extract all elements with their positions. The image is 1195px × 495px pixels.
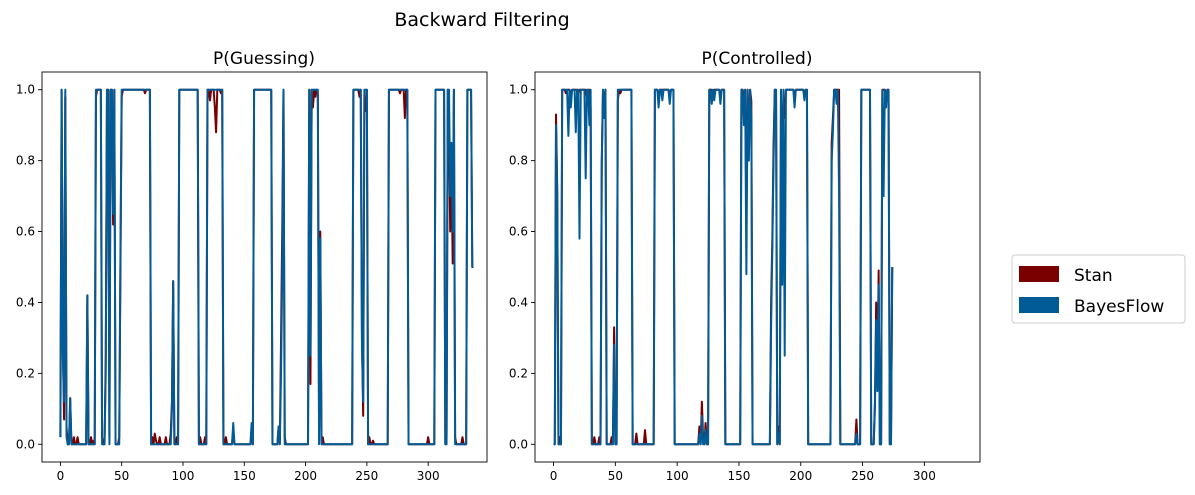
figure-title: Backward Filtering xyxy=(394,9,569,31)
legend: Stan BayesFlow xyxy=(1011,254,1186,324)
y-tick-label: 0.4 xyxy=(509,295,528,309)
series-lines xyxy=(59,88,474,446)
y-tick-label: 0.6 xyxy=(509,225,528,239)
y-tick-label: 1.0 xyxy=(509,83,528,97)
series-line-bayesflow xyxy=(59,88,474,446)
series-line-stan xyxy=(553,88,894,446)
x-tick-label: 150 xyxy=(233,469,256,483)
y-tick-label: 0.8 xyxy=(16,154,35,168)
y-tick-label: 0.2 xyxy=(16,366,35,380)
x-tick-label: 300 xyxy=(913,469,936,483)
x-tick-label: 300 xyxy=(417,469,440,483)
panel-title: P(Guessing) xyxy=(213,49,315,69)
x-tick-label: 100 xyxy=(172,469,195,483)
series-line-stan xyxy=(59,88,474,446)
panel-title: P(Controlled) xyxy=(702,49,813,69)
y-tick-label: 0.0 xyxy=(16,437,35,451)
x-tick-label: 50 xyxy=(608,469,623,483)
axes-frame xyxy=(41,71,488,463)
x-tick-label: 50 xyxy=(114,469,129,483)
legend-swatch-bayesflow xyxy=(1019,297,1059,313)
series-lines xyxy=(553,88,894,446)
y-tick-label: 0.6 xyxy=(16,225,35,239)
y-tick-label: 0.8 xyxy=(509,154,528,168)
plot-area: 0 50 100 150 200 250 300 0.0 0.2 0.4 0.6 0.8 1.0 xyxy=(16,71,488,483)
y-tick-label: 0.2 xyxy=(509,366,528,380)
legend-label-bayesflow: BayesFlow xyxy=(1074,297,1164,317)
x-tick-label: 200 xyxy=(789,469,812,483)
legend-swatch-stan xyxy=(1019,266,1059,282)
x-tick-label: 250 xyxy=(355,469,378,483)
panel-p-guessing: P(Guessing) 0 50 100 150 200 250 3000.00.20.40… xyxy=(16,49,488,483)
x-tick-label: 0 xyxy=(550,469,558,483)
series-line-bayesflow xyxy=(553,88,894,446)
x-tick-label: 150 xyxy=(728,469,751,483)
x-tick-label: 250 xyxy=(851,469,874,483)
plot-area: 0 50 100 150 200 250 300 0.0 0.2 0.4 0.6 0.8 1.0 xyxy=(509,71,981,483)
panel-p-controlled: P(Controlled) 0 50 100 150 200 250 300 0.0 0.2 0.… xyxy=(509,49,981,483)
legend-label-stan: Stan xyxy=(1074,266,1113,286)
y-tick-label: 0.0 xyxy=(509,437,528,451)
axes-frame xyxy=(534,71,981,463)
y-tick-label: 0.4 xyxy=(16,295,35,309)
x-tick-label: 200 xyxy=(294,469,317,483)
y-tick-label: 1.0 xyxy=(16,83,35,97)
x-tick-label: 100 xyxy=(666,469,689,483)
x-tick-label: 0 xyxy=(57,469,65,483)
